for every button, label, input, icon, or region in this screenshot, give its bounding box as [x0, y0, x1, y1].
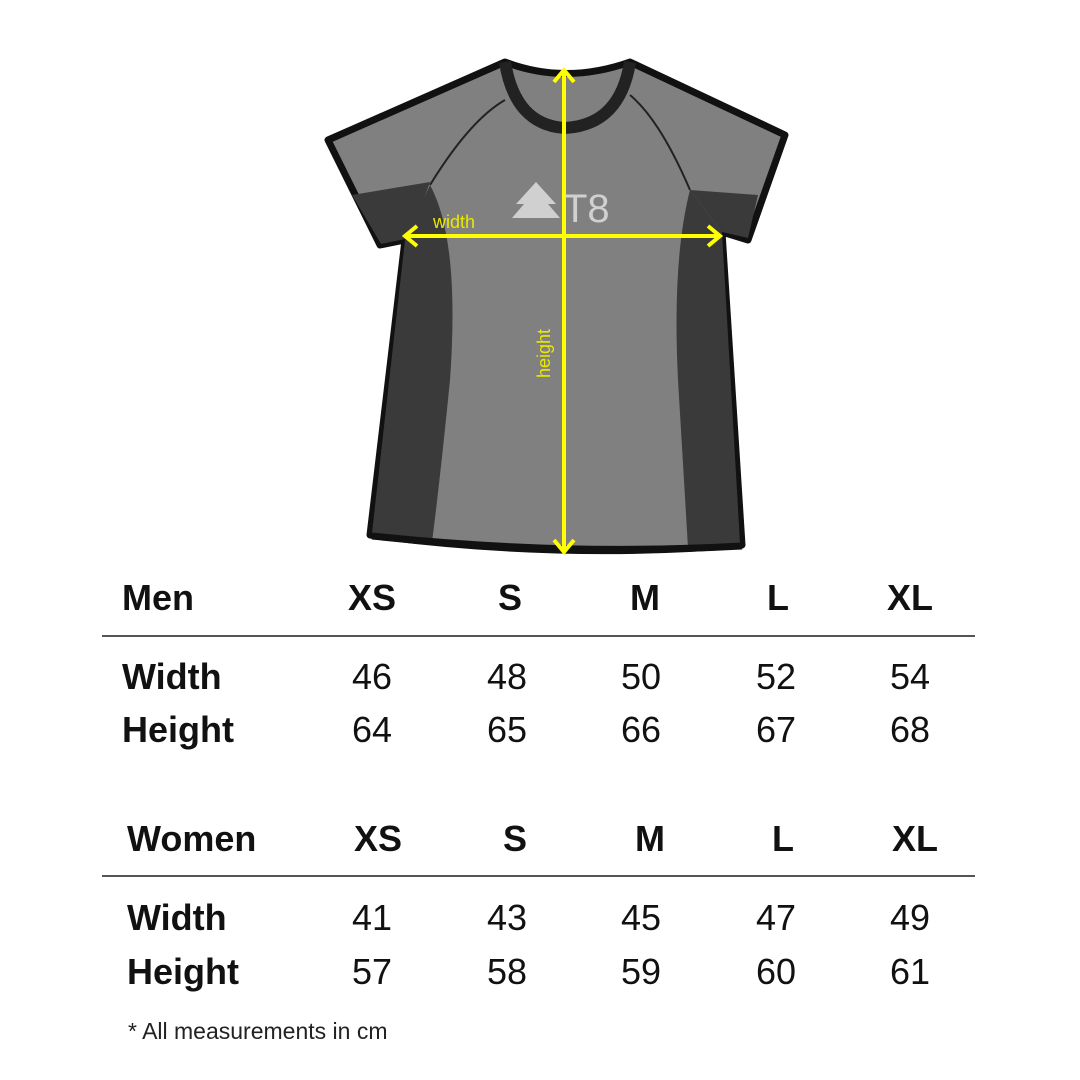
- cell: 45: [620, 897, 662, 938]
- right-sleeve-cuff: [690, 190, 758, 238]
- cell: 64: [351, 709, 393, 750]
- row-label: Width: [127, 897, 227, 938]
- left-side-panel: [372, 185, 453, 542]
- cell: 60: [755, 951, 797, 992]
- cell: 41: [351, 897, 393, 938]
- row-label: Height: [122, 709, 234, 750]
- measurement-arrows: [401, 66, 724, 556]
- size-header-xl: XL: [886, 577, 934, 618]
- brand-logo: T8: [512, 182, 610, 231]
- divider: [102, 875, 975, 877]
- cell: 49: [889, 897, 931, 938]
- size-header-xs: XS: [353, 818, 403, 859]
- size-header-xl: XL: [891, 818, 939, 859]
- cell: 67: [755, 709, 797, 750]
- svg-text:T8: T8: [563, 187, 610, 231]
- size-header-m: M: [635, 818, 665, 859]
- size-header-l: L: [767, 577, 789, 618]
- cell: 52: [755, 656, 797, 697]
- cell: 66: [620, 709, 662, 750]
- tshirt-illustration: T8 width height: [324, 58, 789, 556]
- cell: 50: [620, 656, 662, 697]
- divider: [102, 635, 975, 637]
- cell: 58: [486, 951, 528, 992]
- width-label: width: [432, 212, 475, 232]
- cell: 54: [889, 656, 931, 697]
- size-header-xs: XS: [347, 577, 397, 618]
- cell: 46: [351, 656, 393, 697]
- cell: 48: [486, 656, 528, 697]
- right-side-panel: [676, 190, 740, 548]
- size-header-s: S: [502, 818, 528, 859]
- footnote: * All measurements in cm: [128, 1018, 388, 1044]
- cell: 47: [755, 897, 797, 938]
- men-title: Men: [122, 577, 194, 618]
- cell: 68: [889, 709, 931, 750]
- left-sleeve-cuff: [352, 182, 430, 244]
- cell: 65: [486, 709, 528, 750]
- size-header-l: L: [772, 818, 794, 859]
- size-header-s: S: [497, 577, 523, 618]
- cell: 57: [351, 951, 393, 992]
- row-label: Height: [127, 951, 239, 992]
- women-title: Women: [127, 818, 257, 859]
- cell: 59: [620, 951, 662, 992]
- row-label: Width: [122, 656, 222, 697]
- size-header-m: M: [630, 577, 660, 618]
- cell: 43: [486, 897, 528, 938]
- cell: 61: [889, 951, 931, 992]
- height-label: height: [534, 329, 554, 378]
